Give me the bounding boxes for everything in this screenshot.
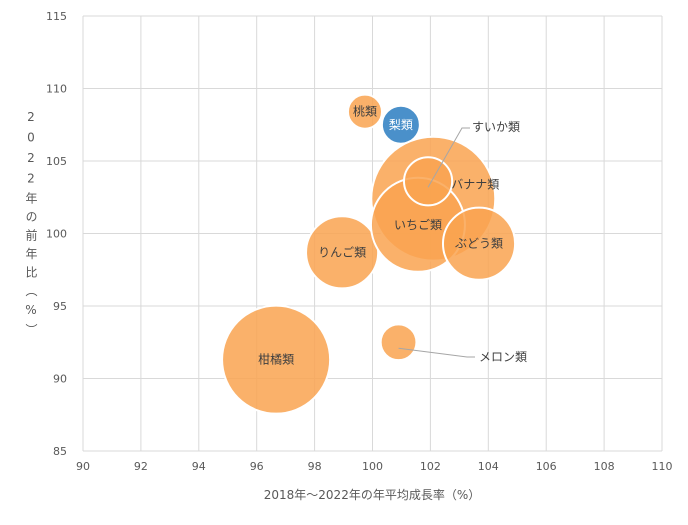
leader-line	[398, 347, 475, 358]
y-tick-label: 90	[53, 373, 67, 386]
bubble	[441, 206, 517, 281]
x-tick-label: 102	[420, 460, 441, 473]
bubble	[305, 215, 380, 290]
bubble	[346, 93, 384, 130]
x-axis-title: 2018年～2022年の年平均成長率（%）	[264, 487, 480, 502]
x-tick-label: 94	[192, 460, 206, 473]
data-label: いちご類	[394, 217, 442, 232]
data-label: すいか類	[472, 120, 520, 134]
data-label: バナナ類	[451, 178, 499, 192]
data-label: 桃類	[353, 104, 377, 119]
x-tick-label: 98	[308, 460, 322, 473]
x-tick-label: 110	[652, 460, 673, 473]
bubble	[221, 304, 332, 415]
y-tick-labels: 85 90 95 100 105 110 115	[46, 10, 67, 458]
x-tick-label: 106	[536, 460, 557, 473]
bubbles	[221, 93, 517, 415]
data-label: 梨類	[389, 118, 413, 132]
leader-line	[427, 127, 470, 188]
y-tick-label: 95	[53, 300, 67, 313]
x-tick-label: 108	[594, 460, 615, 473]
y-tick-label: 100	[46, 228, 67, 241]
y-tick-label: 85	[53, 445, 67, 458]
data-label: ぶどう類	[455, 237, 503, 251]
y-tick-label: 110	[46, 83, 67, 96]
x-tick-label: 90	[76, 460, 90, 473]
x-tick-label: 92	[134, 460, 148, 473]
bubble	[380, 104, 421, 145]
bubble	[379, 323, 418, 362]
y-tick-label: 115	[46, 10, 67, 23]
bubble	[403, 156, 454, 207]
data-label: メロン類	[479, 350, 527, 364]
x-tick-label: 100	[362, 460, 383, 473]
x-tick-label: 96	[250, 460, 264, 473]
data-label: りんご類	[318, 244, 366, 259]
x-tick-label: 104	[478, 460, 499, 473]
data-label: 柑橘類	[258, 352, 294, 367]
x-tick-labels: 90 92 94 96 98 100 102 104 106 108 110	[76, 460, 673, 473]
grid-lines	[82, 15, 663, 452]
y-tick-label: 105	[46, 155, 67, 168]
y-axis-title: 2022年の前年比（%）	[24, 110, 38, 342]
